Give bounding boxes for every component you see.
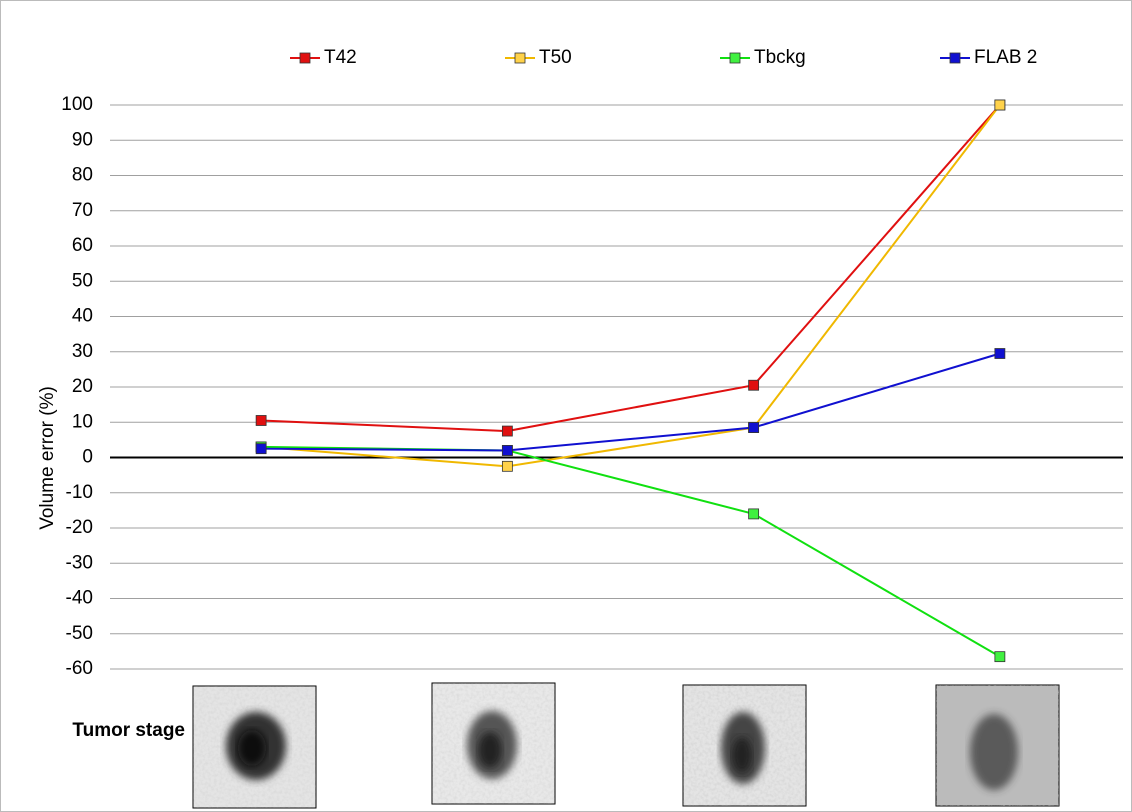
y-tick-label: 60 — [72, 235, 93, 256]
legend-label: FLAB 2 — [974, 47, 1037, 68]
y-tick-label: -60 — [66, 658, 93, 679]
y-tick-label: 100 — [61, 94, 93, 115]
y-tick-label: 40 — [72, 306, 93, 327]
y-tick-label: -40 — [66, 588, 93, 609]
legend-marker — [299, 52, 311, 64]
legend-label: T50 — [539, 47, 572, 68]
data-point — [501, 425, 513, 437]
data-point — [501, 445, 513, 456]
y-tick-label: 10 — [72, 411, 93, 432]
y-tick-label: 90 — [72, 129, 93, 150]
data-point — [994, 99, 1006, 111]
y-tick-label: 80 — [72, 165, 93, 186]
y-tick-label: 20 — [72, 376, 93, 397]
data-point — [994, 651, 1006, 663]
y-tick-label: -50 — [66, 623, 93, 644]
thumbnail — [935, 684, 1060, 807]
legend-marker — [514, 52, 526, 64]
thumbnail — [192, 685, 317, 809]
legend-label: Tbckg — [754, 47, 806, 68]
y-tick-label: 0 — [82, 447, 93, 468]
y-tick-label: -30 — [66, 552, 93, 573]
y-tick-label: -10 — [66, 482, 93, 503]
data-point — [501, 460, 513, 472]
legend-marker — [949, 52, 961, 64]
y-tick-label: -20 — [66, 517, 93, 538]
data-point — [748, 422, 760, 433]
data-point — [255, 443, 267, 455]
legend-marker — [729, 52, 741, 64]
series-line — [261, 352, 1001, 452]
thumbnail — [431, 682, 556, 805]
y-tick-label: 30 — [72, 341, 93, 362]
y-tick-label: 70 — [72, 200, 93, 221]
data-point — [255, 415, 267, 426]
data-point — [994, 348, 1006, 359]
data-point — [748, 379, 760, 391]
data-point — [748, 508, 760, 520]
legend-label: T42 — [324, 47, 357, 68]
thumbnail — [682, 684, 807, 807]
y-tick-label: 50 — [72, 270, 93, 291]
series-line — [261, 104, 1001, 433]
x-axis-label: Tumor stage — [72, 720, 185, 741]
series-line — [261, 104, 1001, 468]
y-axis-label: Volume error (%) — [37, 386, 58, 530]
